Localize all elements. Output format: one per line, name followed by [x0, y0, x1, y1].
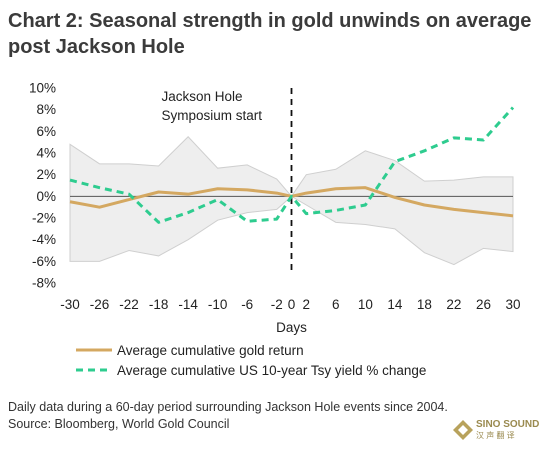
- range-band: [69, 136, 514, 266]
- chart-title-line1: Chart 2: Seasonal strength in gold unwin…: [8, 10, 532, 32]
- y-tick-label: 0%: [36, 189, 56, 204]
- x-tick-label: -30: [60, 297, 80, 312]
- chart-footer: Daily data during a 60-day period surrou…: [8, 399, 448, 433]
- x-tick-label: 2: [303, 297, 311, 312]
- y-tick-label: -2%: [32, 211, 56, 226]
- x-tick-label: -14: [178, 297, 198, 312]
- x-tick-label: -26: [90, 297, 110, 312]
- x-tick-label: 22: [446, 297, 461, 312]
- yield-change-line: [69, 106, 515, 224]
- legend-label: Average cumulative US 10-year Tsy yield …: [117, 363, 426, 378]
- y-tick-label: -4%: [32, 232, 56, 247]
- chart-title-line2: post Jackson Hole: [8, 36, 185, 58]
- y-tick-label: 4%: [36, 146, 56, 161]
- x-tick-label: 14: [387, 297, 403, 312]
- y-tick-label: 8%: [36, 102, 56, 117]
- y-tick-label: 10%: [29, 81, 56, 96]
- sino-sound-logo: SINO SOUND 汉 声 翻 译: [452, 417, 544, 443]
- annotation-line2: Symposium start: [162, 108, 263, 123]
- x-tick-label: -18: [149, 297, 169, 312]
- source-text: Source: Bloomberg, World Gold Council: [8, 417, 230, 431]
- x-tick-label: 6: [332, 297, 340, 312]
- diamond-logo-icon: [453, 420, 473, 440]
- x-tick-label: 18: [417, 297, 432, 312]
- line-chart: -8%-6%-4%-2%0%2%4%6%8%10%-30 -26 -22 -18 -14…: [29, 81, 521, 379]
- x-tick-label: -10: [208, 297, 228, 312]
- x-tick-label: 30: [505, 297, 520, 312]
- x-tick-label: -6: [241, 297, 253, 312]
- x-axis-label: Days: [276, 320, 307, 335]
- x-tick-label: 10: [358, 297, 373, 312]
- x-tick-label: 26: [476, 297, 491, 312]
- logo-subtext: 汉 声 翻 译: [476, 431, 515, 440]
- x-tick-label: -2: [271, 297, 283, 312]
- annotation-line1: Jackson Hole: [162, 89, 243, 104]
- y-tick-label: -6%: [32, 254, 56, 269]
- legend-label: Average cumulative gold return: [117, 343, 304, 358]
- y-tick-label: 6%: [36, 124, 56, 139]
- chart-title: Chart 2: Seasonal strength in gold unwin…: [8, 8, 543, 60]
- y-tick-label: 2%: [36, 167, 56, 182]
- x-tick-label: -22: [119, 297, 139, 312]
- logo-text: SINO SOUND: [476, 419, 540, 430]
- y-tick-label: -8%: [32, 276, 56, 291]
- x-tick-label: 0: [288, 297, 296, 312]
- footnote-text: Daily data during a 60-day period surrou…: [8, 400, 448, 414]
